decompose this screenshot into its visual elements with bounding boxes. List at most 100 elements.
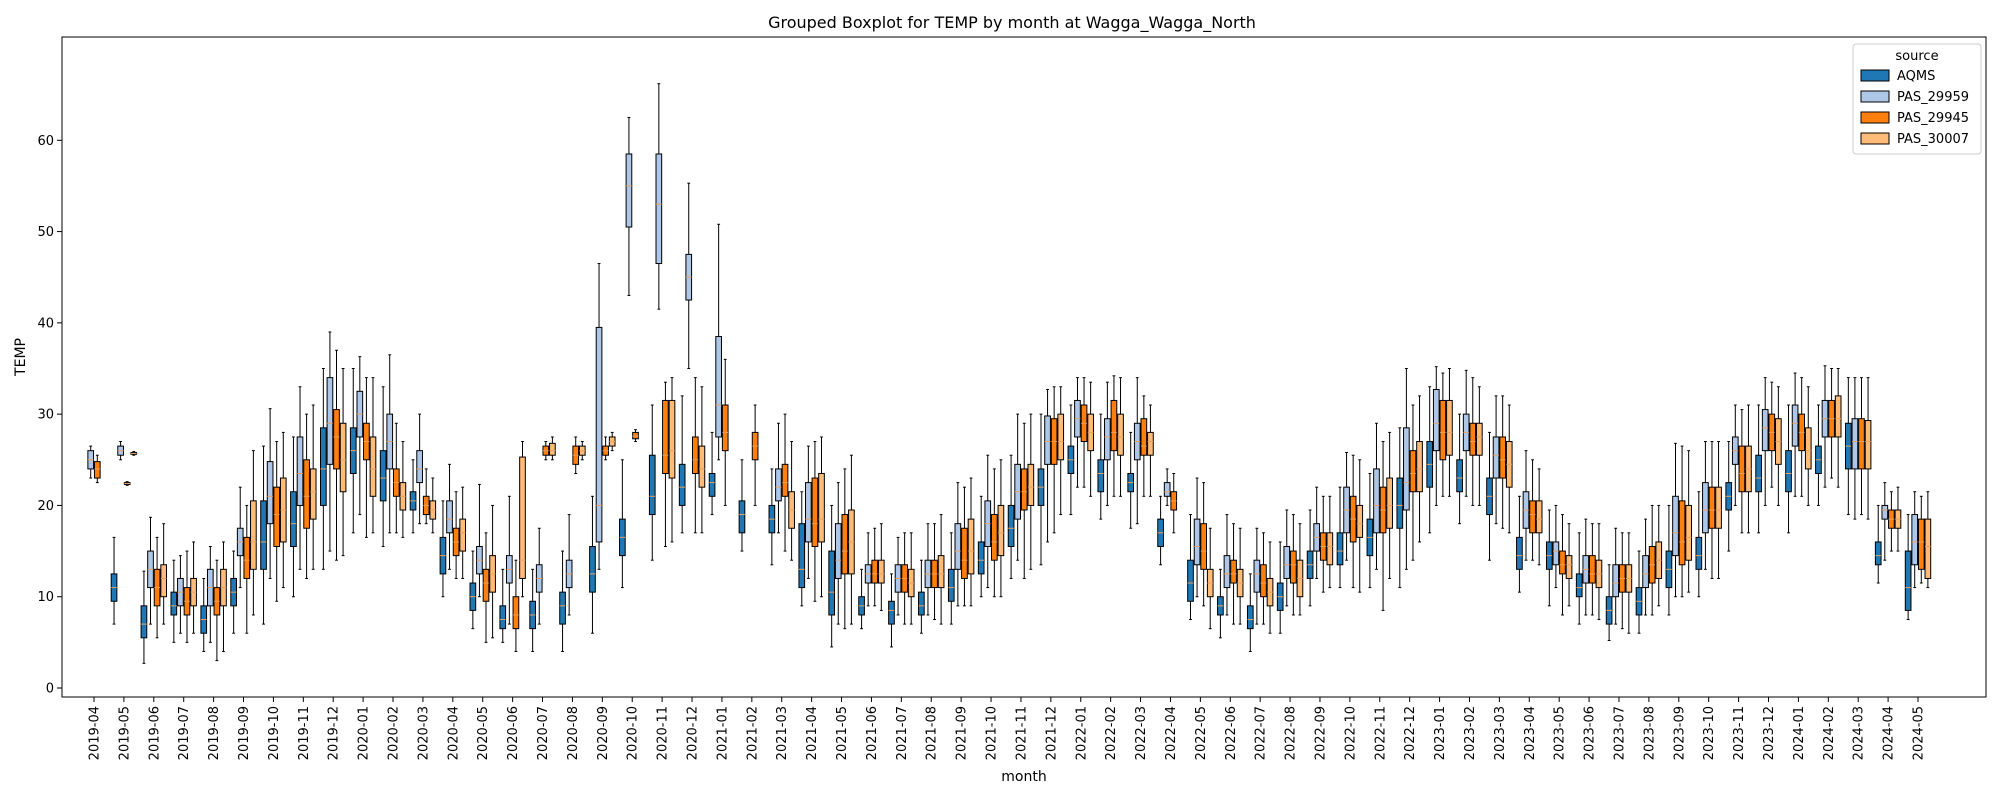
boxplot-2023-03-PAS_29959	[1492, 395, 1500, 525]
boxplot-2020-04-PAS_29959	[446, 463, 453, 570]
box-iqr	[1044, 415, 1051, 465]
boxplot-2019-05-PAS_30007	[130, 451, 138, 456]
boxplot-2019-08-AQMS	[200, 577, 208, 652]
boxplot-2022-08-PAS_29945	[1290, 514, 1297, 616]
boxplot-2020-06-PAS_29945	[512, 559, 520, 652]
x-tick-label: 2022-04	[1164, 706, 1179, 760]
box-iqr	[1785, 450, 1792, 493]
box-iqr	[290, 491, 297, 548]
boxplot-2019-11-AQMS	[290, 436, 297, 598]
boxplot-2023-03-PAS_29945	[1499, 395, 1507, 529]
boxplot-2019-12-PAS_29959	[326, 331, 334, 552]
box-iqr	[888, 600, 895, 625]
boxplot-2024-01-PAS_30007	[1804, 386, 1812, 506]
boxplot-2021-03-AQMS	[768, 468, 776, 566]
boxplot-2020-08-PAS_29959	[565, 514, 573, 616]
boxplot-2024-01-AQMS	[1785, 404, 1792, 534]
box-iqr	[1386, 477, 1393, 529]
boxplot-2022-02-PAS_30007	[1117, 377, 1124, 497]
boxplot-2023-03-PAS_30007	[1505, 404, 1513, 534]
legend-swatch	[1860, 90, 1890, 103]
box-iqr	[266, 461, 274, 525]
x-tick-label: 2023-04	[1523, 706, 1538, 760]
boxplot-2021-05-PAS_30007	[848, 454, 855, 625]
boxplot-2023-02-AQMS	[1456, 413, 1463, 525]
box-iqr	[1738, 445, 1746, 493]
x-tick-label: 2022-07	[1254, 706, 1269, 760]
boxplot-2024-01-PAS_29945	[1798, 377, 1806, 497]
x-tick-label: 2023-09	[1672, 706, 1687, 760]
boxplot-2023-04-AQMS	[1516, 495, 1523, 593]
x-tick-label: 2023-10	[1702, 706, 1717, 760]
boxplot-2023-11-AQMS	[1725, 441, 1733, 552]
box-iqr	[691, 436, 699, 474]
x-tick-label: 2020-12	[686, 706, 701, 760]
boxplot-2022-12-AQMS	[1396, 427, 1404, 589]
box-iqr	[1396, 477, 1404, 529]
boxplot-2021-11-PAS_29959	[1014, 413, 1022, 561]
boxplot-2021-01-PAS_29945	[721, 358, 729, 506]
x-tick-label: 2022-09	[1313, 706, 1328, 760]
boxplot-2022-08-AQMS	[1276, 541, 1284, 634]
box-iqr	[260, 500, 267, 570]
x-tick-label: 2024-01	[1792, 706, 1807, 760]
legend-swatch	[1860, 132, 1890, 145]
boxplot-2023-10-PAS_29945	[1708, 441, 1716, 579]
box-iqr	[1874, 541, 1882, 566]
box-iqr	[828, 550, 836, 616]
boxplot-2020-06-PAS_30007	[519, 441, 526, 598]
boxplot-2020-02-PAS_30007	[399, 441, 407, 538]
boxplot-2020-10-PAS_29959	[625, 116, 633, 296]
box-iqr	[1702, 482, 1709, 534]
box-iqr	[1864, 420, 1872, 470]
boxplot-2020-08-AQMS	[559, 550, 566, 652]
boxplot-2022-07-PAS_29945	[1260, 532, 1267, 625]
boxplot-2020-05-PAS_29959	[476, 483, 483, 598]
boxplot-2020-09-PAS_29959	[595, 263, 603, 570]
boxplot-2023-05-PAS_29959	[1552, 504, 1560, 589]
box-iqr	[1432, 388, 1440, 452]
x-tick-label: 2023-02	[1463, 706, 1478, 760]
box-iqr	[1373, 468, 1380, 534]
x-tick-label: 2021-01	[715, 706, 730, 760]
boxplot-2021-06-AQMS	[858, 568, 865, 630]
boxplot-2019-06-PAS_30007	[160, 523, 168, 625]
y-tick-label: 50	[37, 225, 54, 240]
box-iqr	[595, 326, 603, 543]
box-iqr	[1904, 550, 1912, 611]
box-iqr	[1924, 518, 1932, 579]
boxplot-2020-08-PAS_30007	[578, 441, 586, 461]
boxplot-2023-12-PAS_29945	[1768, 381, 1776, 488]
boxplot-2020-01-PAS_29959	[356, 356, 364, 516]
x-tick-label: 2020-02	[387, 706, 402, 760]
boxplot-2020-10-AQMS	[619, 459, 626, 589]
boxplot-2019-08-PAS_29945	[213, 559, 221, 662]
boxplot-2023-10-PAS_30007	[1715, 441, 1722, 579]
x-tick-label: 2023-08	[1642, 706, 1657, 760]
boxplot-2024-02-PAS_30007	[1834, 368, 1842, 488]
box-iqr	[446, 500, 453, 534]
box-iqr	[841, 514, 849, 575]
x-tick-label: 2021-04	[805, 706, 820, 760]
boxplot-2024-02-PAS_29959	[1821, 365, 1829, 488]
boxplot-2024-04-PAS_30007	[1894, 486, 1902, 552]
box-iqr	[1416, 441, 1423, 493]
box-iqr	[1290, 550, 1297, 584]
boxplot-2021-11-PAS_30007	[1027, 413, 1035, 570]
boxplot-2023-10-PAS_29959	[1702, 441, 1709, 570]
y-tick-label: 30	[37, 408, 54, 423]
boxplot-2024-04-PAS_29959	[1881, 482, 1889, 561]
x-tick-label: 2019-08	[207, 706, 222, 760]
boxplot-2019-09-PAS_29959	[236, 486, 244, 589]
box-iqr	[715, 336, 722, 438]
box-iqr	[997, 504, 1005, 557]
boxplot-2024-02-AQMS	[1815, 404, 1822, 506]
boxplot-2019-07-PAS_30007	[190, 541, 197, 634]
box-iqr	[708, 472, 716, 497]
boxplot-2022-09-PAS_30007	[1326, 495, 1334, 589]
boxplot-2019-08-PAS_30007	[220, 541, 227, 652]
boxplot-2021-04-PAS_29959	[805, 445, 812, 579]
boxplot-2023-01-PAS_29959	[1432, 366, 1440, 506]
boxplot-2020-01-AQMS	[349, 368, 357, 534]
